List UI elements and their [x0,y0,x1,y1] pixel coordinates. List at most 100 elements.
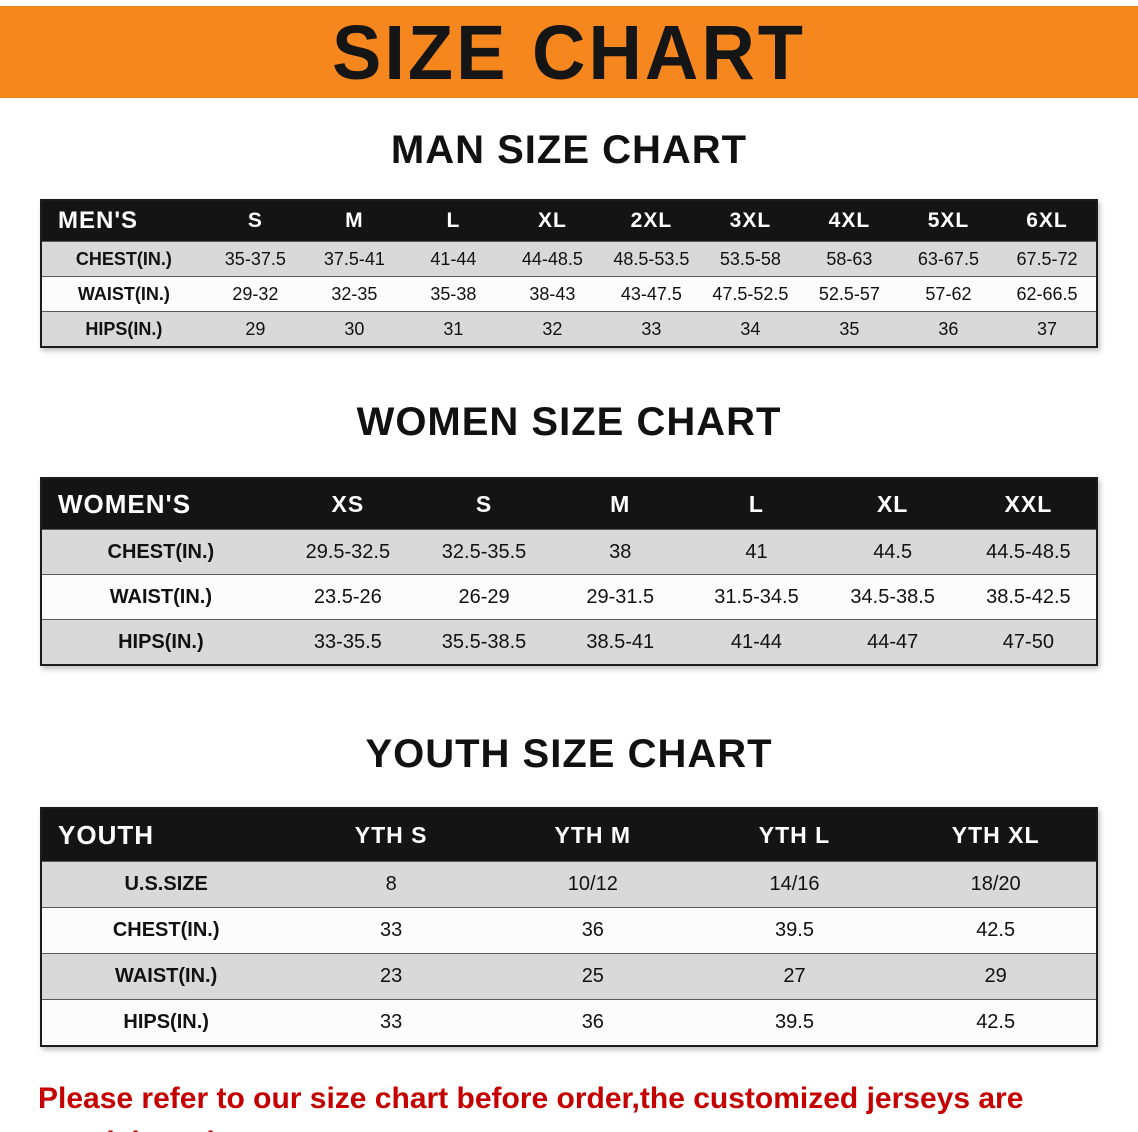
size-header-cell: 2XL [601,199,701,242]
man-size-chart-heading: MAN SIZE CHART [390,128,748,172]
size-header-cell: XL [824,477,961,530]
size-header-cell: XL [502,199,602,242]
value-cell: 63-67.5 [898,241,998,277]
table-row: HIPS(IN.) 33-35.5 35.5-38.5 38.5-41 41-44 44-… [41,619,1097,666]
value-cell: 41 [688,529,825,575]
size-header-cell: 3XL [700,199,800,242]
measure-label-cell: WAIST(IN.) [41,574,280,620]
value-cell: 18/20 [895,861,1097,908]
size-header-cell: XS [279,477,416,530]
value-cell: 42.5 [895,907,1097,954]
value-cell: 29-31.5 [552,574,689,620]
value-cell: 23 [290,953,492,1000]
value-cell: 27 [693,953,896,1000]
value-cell: 35.5-38.5 [415,619,553,666]
disclaimer-line-1: Please refer to our size chart before or… [38,1082,1024,1132]
value-cell: 14/16 [693,861,896,908]
value-cell: 38.5-41 [552,619,689,666]
women-size-chart-heading: WOMEN SIZE CHART [356,400,782,444]
value-cell: 52.5-57 [799,276,899,312]
measure-label-cell: CHEST(IN.) [41,907,291,954]
youth-size-table: YOUTH YTH S YTH M YTH L YTH XL U.S.SIZE 8 10/12… [40,807,1098,1047]
measure-label-cell: WAIST(IN.) [41,953,291,1000]
value-cell: 44.5 [824,529,961,575]
size-header-cell: L [688,477,825,530]
size-header-cell: YTH XL [895,807,1097,862]
value-cell: 38.5-42.5 [960,574,1097,620]
table-row: CHEST(IN.) 29.5-32.5 32.5-35.5 38 41 44.5 44.5… [41,529,1097,575]
value-cell: 29 [895,953,1097,1000]
value-cell: 34 [700,311,800,348]
size-chart-banner: SIZE CHART [0,6,1138,98]
value-cell: 41-44 [403,241,503,277]
measure-label-cell: HIPS(IN.) [41,619,280,666]
value-cell: 44-47 [824,619,961,666]
measure-label-cell: CHEST(IN.) [41,529,280,575]
table-title-cell: MEN'S [41,199,206,242]
value-cell: 43-47.5 [601,276,701,312]
value-cell: 10/12 [491,861,694,908]
table-row: HIPS(IN.) 33 36 39.5 42.5 [41,999,1097,1047]
youth-size-chart-heading: YOUTH SIZE CHART [365,732,773,776]
value-cell: 33 [290,999,492,1047]
measure-label-cell: CHEST(IN.) [41,241,206,277]
table-title-cell: WOMEN'S [41,477,280,530]
value-cell: 34.5-38.5 [824,574,961,620]
value-cell: 37 [997,311,1097,348]
table-row: CHEST(IN.) 33 36 39.5 42.5 [41,907,1097,954]
size-header-cell: S [205,199,305,242]
table-header-row: MEN'S S M L XL 2XL 3XL 4XL 5XL 6XL [41,199,1097,242]
value-cell: 31 [403,311,503,348]
measure-label-cell: HIPS(IN.) [41,311,206,348]
value-cell: 38-43 [502,276,602,312]
value-cell: 32-35 [304,276,404,312]
size-header-cell: YTH M [491,807,694,862]
size-chart-title: SIZE CHART [332,8,806,96]
size-header-cell: M [552,477,689,530]
value-cell: 25 [491,953,694,1000]
women-size-table: WOMEN'S XS S M L XL XXL CHEST(IN.) 29.5-32.5 32.5… [40,477,1098,666]
table-row: HIPS(IN.) 29 30 31 32 33 34 35 36 37 [41,311,1097,348]
value-cell: 44.5-48.5 [960,529,1097,575]
value-cell: 47-50 [960,619,1097,666]
value-cell: 39.5 [693,907,896,954]
value-cell: 36 [491,907,694,954]
measure-label-cell: WAIST(IN.) [41,276,206,312]
value-cell: 48.5-53.5 [601,241,701,277]
value-cell: 26-29 [415,574,553,620]
size-header-cell: L [403,199,503,242]
value-cell: 32 [502,311,602,348]
value-cell: 39.5 [693,999,896,1047]
table-header-row: WOMEN'S XS S M L XL XXL [41,477,1097,530]
men-size-table: MEN'S S M L XL 2XL 3XL 4XL 5XL 6XL CHEST(IN.) 35-37… [40,199,1098,348]
value-cell: 29.5-32.5 [279,529,416,575]
value-cell: 38 [552,529,689,575]
table-header-row: YOUTH YTH S YTH M YTH L YTH XL [41,807,1097,862]
size-header-cell: S [415,477,553,530]
value-cell: 35-38 [403,276,503,312]
value-cell: 58-63 [799,241,899,277]
value-cell: 32.5-35.5 [415,529,553,575]
value-cell: 62-66.5 [997,276,1097,312]
value-cell: 29-32 [205,276,305,312]
value-cell: 36 [898,311,998,348]
size-header-cell: M [304,199,404,242]
value-cell: 23.5-26 [279,574,416,620]
value-cell: 35 [799,311,899,348]
value-cell: 33-35.5 [279,619,416,666]
value-cell: 30 [304,311,404,348]
table-row: U.S.SIZE 8 10/12 14/16 18/20 [41,861,1097,908]
table-row: WAIST(IN.) 23.5-26 26-29 29-31.5 31.5-34.5 34… [41,574,1097,620]
value-cell: 47.5-52.5 [700,276,800,312]
measure-label-cell: HIPS(IN.) [41,999,291,1047]
size-header-cell: XXL [960,477,1097,530]
measure-label-cell: U.S.SIZE [41,861,291,908]
size-header-cell: 5XL [898,199,998,242]
value-cell: 31.5-34.5 [688,574,825,620]
value-cell: 67.5-72 [997,241,1097,277]
value-cell: 33 [290,907,492,954]
size-header-cell: 6XL [997,199,1097,242]
value-cell: 37.5-41 [304,241,404,277]
table-row: WAIST(IN.) 23 25 27 29 [41,953,1097,1000]
